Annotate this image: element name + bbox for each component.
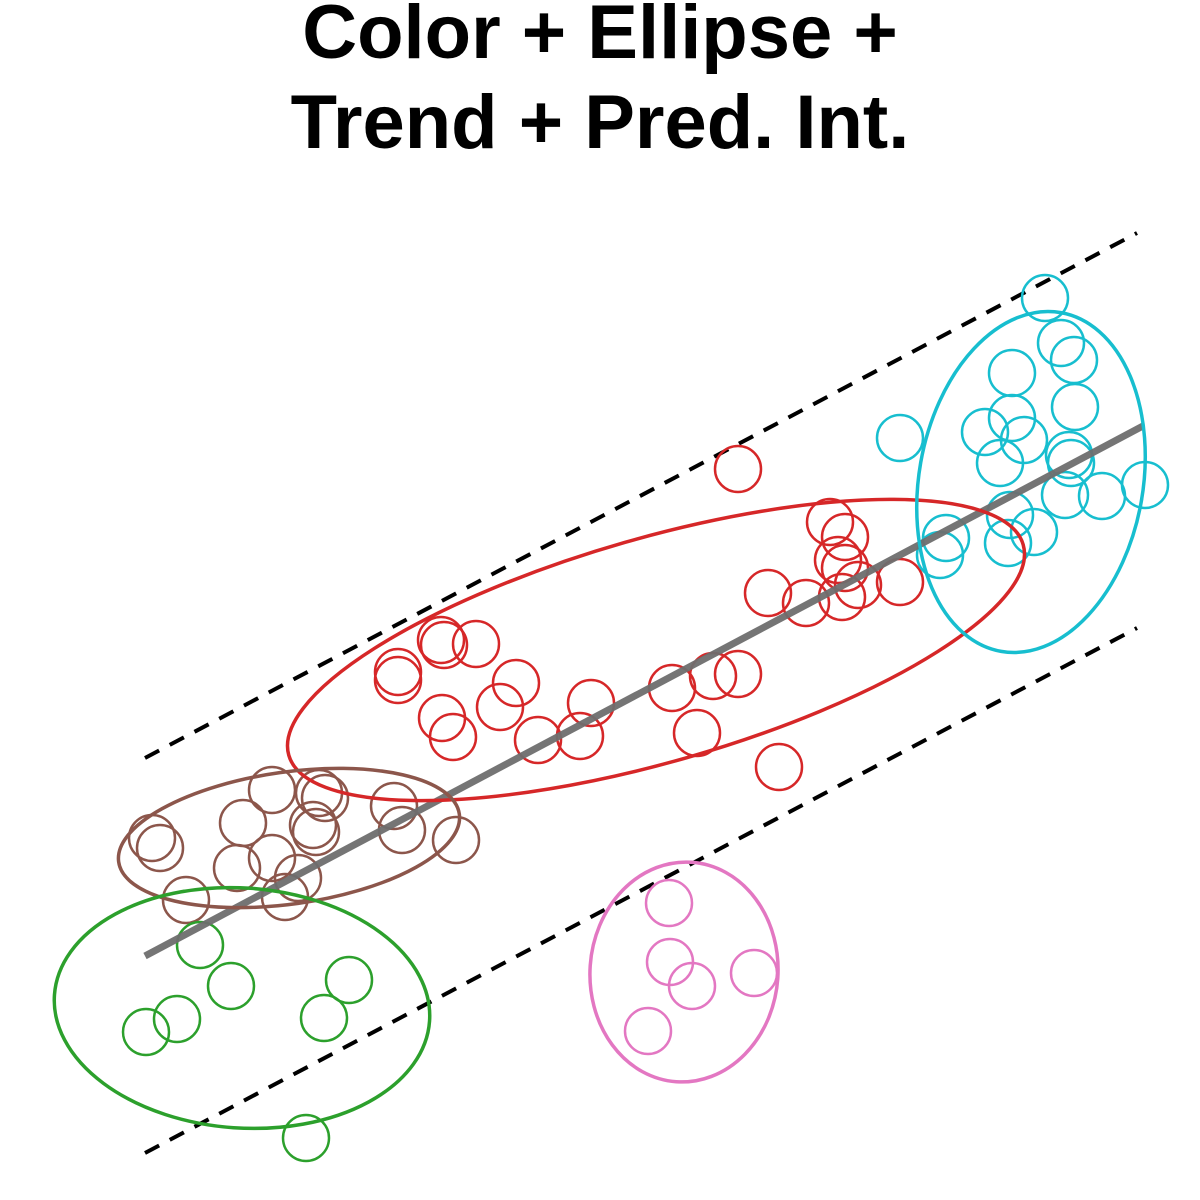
point: [152, 994, 202, 1044]
point: [1049, 335, 1099, 385]
point: [475, 682, 525, 732]
point: [288, 800, 338, 850]
point: [431, 815, 481, 865]
point: [987, 348, 1037, 398]
point: [813, 535, 863, 585]
point: [729, 948, 779, 998]
point: [1036, 318, 1086, 368]
point: [212, 843, 262, 893]
prediction-interval: [144, 626, 1138, 1155]
point: [667, 961, 717, 1011]
chart-title: Trend + Pred. Int.: [291, 80, 910, 165]
point: [299, 993, 349, 1043]
point: [451, 619, 501, 669]
point: [281, 1113, 331, 1163]
point: [644, 878, 694, 928]
point: [987, 393, 1037, 443]
point: [833, 560, 883, 610]
point: [983, 518, 1033, 568]
point: [513, 715, 563, 765]
point: [781, 578, 831, 628]
point: [369, 781, 419, 831]
point: [713, 444, 763, 494]
point: [743, 568, 793, 618]
point: [1046, 438, 1096, 488]
point: [373, 655, 423, 705]
point: [291, 807, 341, 857]
ellipse: [285, 497, 1027, 803]
prediction-interval: [144, 231, 1138, 760]
ellipse: [588, 860, 780, 1084]
point: [135, 823, 185, 873]
ellipse: [52, 885, 432, 1131]
point: [428, 712, 478, 762]
point: [419, 620, 469, 670]
point: [127, 813, 177, 863]
ellipse: [116, 766, 462, 910]
point: [754, 742, 804, 792]
point: [373, 647, 423, 697]
point: [206, 961, 256, 1011]
point: [1050, 382, 1100, 432]
chart-title: Color + Ellipse +: [302, 0, 898, 75]
point: [175, 920, 225, 970]
point: [820, 512, 870, 562]
point: [300, 773, 350, 823]
point: [1009, 507, 1059, 557]
point: [875, 413, 925, 463]
point: [491, 658, 541, 708]
point: [273, 853, 323, 903]
point: [1040, 470, 1090, 520]
point: [247, 833, 297, 883]
trend-line: [143, 422, 1145, 960]
point: [1077, 471, 1127, 521]
point: [121, 1007, 171, 1057]
point: [1020, 273, 1070, 323]
point: [416, 615, 466, 665]
point: [975, 438, 1025, 488]
ellipse: [914, 309, 1148, 655]
point: [161, 875, 211, 925]
point: [985, 490, 1035, 540]
point: [324, 955, 374, 1005]
point: [805, 497, 855, 547]
point: [623, 1006, 673, 1056]
point: [960, 407, 1010, 457]
point: [820, 543, 870, 593]
point: [713, 649, 763, 699]
